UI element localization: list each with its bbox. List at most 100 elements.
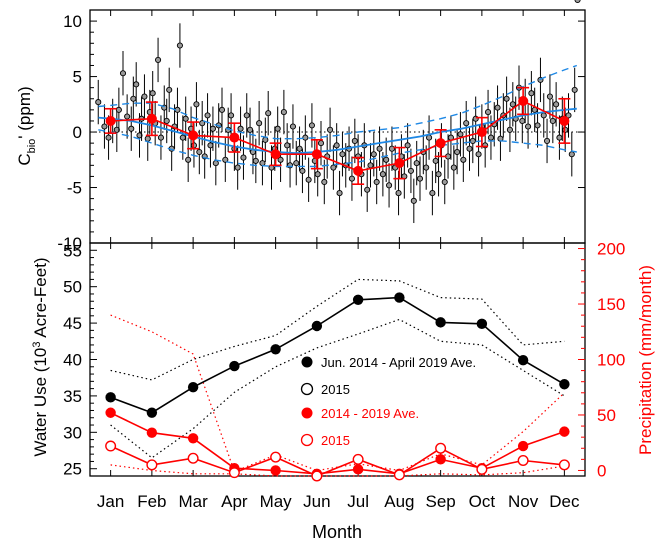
observation-point xyxy=(494,104,501,111)
observation-point xyxy=(259,160,266,167)
observation-point xyxy=(199,120,206,127)
bottom-right-y-axis: 0 50 100 150 200 xyxy=(578,240,625,480)
top-ylabel-main: C xyxy=(15,153,34,165)
observation-point xyxy=(327,126,334,133)
top-ytick-label: 5 xyxy=(73,68,82,87)
series-point-3 xyxy=(517,454,529,466)
observation-point xyxy=(553,101,560,108)
series-point-0 xyxy=(311,320,323,332)
series-point-2 xyxy=(352,464,364,475)
observation-point xyxy=(556,134,563,141)
series-point-0 xyxy=(559,379,570,390)
observation-point xyxy=(463,120,470,127)
observation-point xyxy=(435,171,442,178)
series-point-0 xyxy=(229,360,240,372)
bottom-series-layer xyxy=(105,278,570,482)
legend-item-red-open: 2015 xyxy=(300,433,350,448)
series-point-3 xyxy=(393,469,405,481)
top-ylabel: Cbio' (ppm) xyxy=(15,86,38,165)
left-ylabel-sup: 3 xyxy=(31,342,43,348)
top-y-axis: 10 5 0 -5 -10 xyxy=(57,10,585,253)
smooth-band-upper xyxy=(98,64,578,140)
observation-point xyxy=(101,123,108,130)
series-point-0 xyxy=(352,294,364,305)
series-point-2 xyxy=(559,426,570,437)
observation-point xyxy=(209,125,216,132)
observation-point xyxy=(133,81,140,88)
observation-point xyxy=(296,145,303,152)
series-point-3 xyxy=(558,459,570,471)
left-ytick-label: 25 xyxy=(63,460,82,479)
series-point-2 xyxy=(187,433,199,444)
xtick-label: Dec xyxy=(549,492,580,511)
observation-point xyxy=(234,164,241,171)
series-line-2 xyxy=(110,412,565,475)
observation-point xyxy=(503,95,510,102)
observation-point xyxy=(141,93,148,100)
observation-point xyxy=(407,167,414,174)
top-ylabel-sub: bio xyxy=(26,139,38,154)
series-point-2 xyxy=(517,440,529,452)
observation-point xyxy=(509,101,516,108)
xtick-label: Aug xyxy=(384,492,414,511)
observation-point xyxy=(469,137,476,144)
series-line-0 xyxy=(110,296,565,414)
monthly-mean-line xyxy=(110,100,565,172)
monthly-mean-point xyxy=(270,149,281,160)
xtick-label: May xyxy=(260,492,293,511)
observation-point xyxy=(179,134,186,141)
xtick-label: Jun xyxy=(303,492,330,511)
series-point-0 xyxy=(105,392,116,403)
series-point-3 xyxy=(311,470,323,482)
observation-point xyxy=(149,90,156,97)
series-point-3 xyxy=(476,463,488,475)
xtick-label: Nov xyxy=(508,492,539,511)
observation-point xyxy=(413,160,420,167)
observation-point xyxy=(305,176,312,183)
xtick-label: Oct xyxy=(469,492,496,511)
observation-point xyxy=(487,134,495,141)
monthly-mean-point xyxy=(229,132,240,143)
monthly-mean-point xyxy=(435,138,446,149)
monthly-mean-point xyxy=(559,115,570,126)
legend-label-black-open: 2015 xyxy=(321,382,350,397)
observation-point xyxy=(193,101,200,108)
observation-point xyxy=(475,151,482,158)
observation-point xyxy=(256,120,263,127)
observation-point xyxy=(119,70,127,77)
precip-envelope xyxy=(110,464,565,477)
observation-point xyxy=(265,110,272,117)
observation-point xyxy=(404,142,411,149)
observation-point xyxy=(204,112,211,119)
series-point-0 xyxy=(270,344,281,355)
top-ytick-label: 0 xyxy=(73,123,82,142)
series-point-3 xyxy=(270,451,282,463)
observation-point xyxy=(429,190,436,197)
observation-point xyxy=(190,142,197,149)
observation-point xyxy=(95,99,102,106)
monthly-mean-point xyxy=(188,130,199,141)
right-ytick-label: 0 xyxy=(597,461,606,480)
monthly-mean-point xyxy=(105,115,116,126)
left-ytick-label: 35 xyxy=(63,387,82,406)
left-ylabel-post: Acre-Feet) xyxy=(31,257,50,341)
observation-point xyxy=(379,171,386,178)
legend-marker-red-open xyxy=(300,433,314,447)
observation-point xyxy=(113,126,120,133)
observation-point xyxy=(252,157,259,164)
observation-point xyxy=(546,93,553,100)
xtick-label: Feb xyxy=(137,492,166,511)
observation-point xyxy=(299,167,306,174)
monthly-mean-point xyxy=(311,149,322,160)
series-point-3 xyxy=(105,440,117,452)
observation-point xyxy=(395,190,402,197)
bottom-left-ylabel: Water Use (103 Acre-Feet) xyxy=(31,257,50,456)
observation-point xyxy=(130,95,137,102)
observation-point xyxy=(240,154,247,161)
top-ytick-label: -5 xyxy=(67,179,82,198)
observation-point xyxy=(157,134,164,141)
observation-point xyxy=(364,186,371,193)
observation-point xyxy=(574,0,581,4)
legend-marker-black-filled xyxy=(301,356,313,368)
right-ytick-label: 200 xyxy=(597,240,625,259)
